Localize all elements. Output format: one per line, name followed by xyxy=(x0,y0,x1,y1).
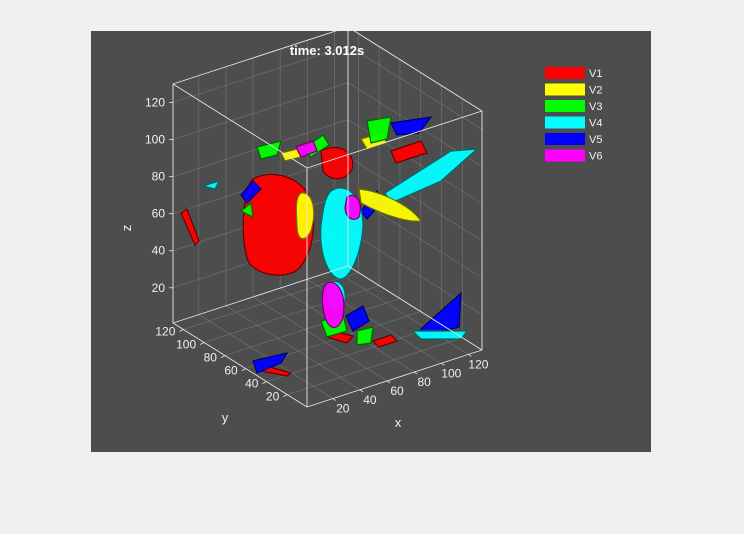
isosurface-v1 xyxy=(242,173,315,276)
box-edge xyxy=(306,110,483,169)
y-tick-label: 40 xyxy=(245,377,259,391)
grid-line xyxy=(198,314,333,399)
legend[interactable]: V1 V2 V3 V4 V5 V6 xyxy=(541,65,615,167)
grid-line xyxy=(266,324,442,382)
tick-labels: 2040608010012020406080100120204060801001… xyxy=(145,96,489,416)
box-edge xyxy=(172,265,349,324)
legend-swatch-v2 xyxy=(545,83,585,96)
legend-swatch-v1 xyxy=(545,67,585,79)
isosurface-v6 xyxy=(321,281,345,329)
x-tick-mark xyxy=(386,380,391,384)
isosurface-v1 xyxy=(180,208,200,247)
y-tick-label: 120 xyxy=(155,325,175,339)
isosurface-v5 xyxy=(345,305,370,332)
isosurface-v1 xyxy=(390,140,428,164)
plot-area[interactable]: 2040608010012020406080100120204060801001… xyxy=(91,31,651,452)
z-tick-label: 80 xyxy=(152,170,166,184)
isosurface-v2 xyxy=(358,188,423,222)
isosurface-v5 xyxy=(240,180,262,204)
y-tick-label: 60 xyxy=(224,364,238,378)
isosurface-v2 xyxy=(295,192,315,240)
x-axis-label: x xyxy=(395,415,402,430)
chart-title: time: 3.012s xyxy=(290,43,364,58)
x-tick-label: 60 xyxy=(390,384,404,398)
grid-line xyxy=(287,337,463,395)
figure-panel: 20 40 60 80 100 120 20 40 60 80 100 120 20 40 60 80 100 1… xyxy=(91,31,651,452)
y-tick-mark xyxy=(179,329,184,332)
x-tick-mark xyxy=(441,362,445,366)
legend-swatch-v3 xyxy=(545,100,585,112)
grid-line xyxy=(172,82,349,140)
y-tick-label: 80 xyxy=(204,351,218,365)
isosurface-v5 xyxy=(252,352,289,374)
isosurface-v4 xyxy=(411,330,469,340)
box-edge xyxy=(172,83,308,169)
y-tick-mark xyxy=(199,342,205,345)
x-tick-label: 40 xyxy=(363,393,377,407)
z-tick-label: 40 xyxy=(152,244,166,258)
legend-label-v1: V1 xyxy=(589,68,602,80)
grid-line xyxy=(334,270,469,355)
grid-line xyxy=(347,156,483,241)
isosurface-v5 xyxy=(390,116,433,136)
isosurface-v6 xyxy=(344,194,361,220)
isosurface-v3 xyxy=(356,326,374,346)
legend-swatch-v5 xyxy=(545,133,585,145)
grid-line xyxy=(347,45,483,130)
y-tick-mark xyxy=(283,394,288,397)
y-tick-label: 20 xyxy=(266,390,280,404)
y-axis-label: y xyxy=(222,410,229,425)
grid-line xyxy=(252,296,388,382)
legend-swatch-v6 xyxy=(545,149,585,162)
x-tick-label: 80 xyxy=(417,375,431,389)
grid-line xyxy=(172,45,349,103)
grid-line xyxy=(204,285,380,343)
z-tick-label: 20 xyxy=(152,281,166,295)
isosurface-v3 xyxy=(366,116,392,144)
isosurface-v3 xyxy=(256,140,282,160)
legend-label-v2: V2 xyxy=(589,85,602,97)
box-edge xyxy=(353,31,483,112)
y-tick-label: 100 xyxy=(176,338,196,352)
box-edge xyxy=(172,322,308,408)
legend-label-v3: V3 xyxy=(589,101,602,113)
z-tick-label: 120 xyxy=(145,96,165,110)
y-tick-mark xyxy=(241,368,246,371)
grid-line xyxy=(224,298,401,356)
x-tick-label: 20 xyxy=(336,402,350,416)
legend-label-v6: V6 xyxy=(589,151,602,163)
box-edge xyxy=(347,265,483,351)
x-tick-label: 100 xyxy=(441,366,461,380)
z-tick-label: 60 xyxy=(152,207,166,221)
y-tick-mark xyxy=(262,381,267,384)
isosurface-v4 xyxy=(200,180,221,190)
isosurface-v1 xyxy=(371,334,399,348)
grid-line xyxy=(225,305,361,391)
isosurface-v3 xyxy=(239,201,254,219)
isosurface-cluster xyxy=(180,116,479,377)
box-edge xyxy=(306,349,483,408)
x-tick-mark xyxy=(468,354,472,357)
box-edge xyxy=(172,31,338,85)
isosurface-v6 xyxy=(295,140,318,158)
legend-label-v4: V4 xyxy=(589,118,602,130)
x-tick-mark xyxy=(332,398,336,401)
x-tick-mark xyxy=(413,371,418,375)
grid-line xyxy=(347,230,483,316)
z-tick-label: 100 xyxy=(145,133,165,147)
x-tick-label: 120 xyxy=(468,357,488,371)
x-tick-mark xyxy=(359,389,364,393)
y-tick-mark xyxy=(220,355,226,358)
legend-label-v5: V5 xyxy=(589,134,602,146)
legend-swatch-v4 xyxy=(545,116,585,129)
z-axis-label: z xyxy=(119,225,134,232)
axes-box xyxy=(169,31,483,408)
